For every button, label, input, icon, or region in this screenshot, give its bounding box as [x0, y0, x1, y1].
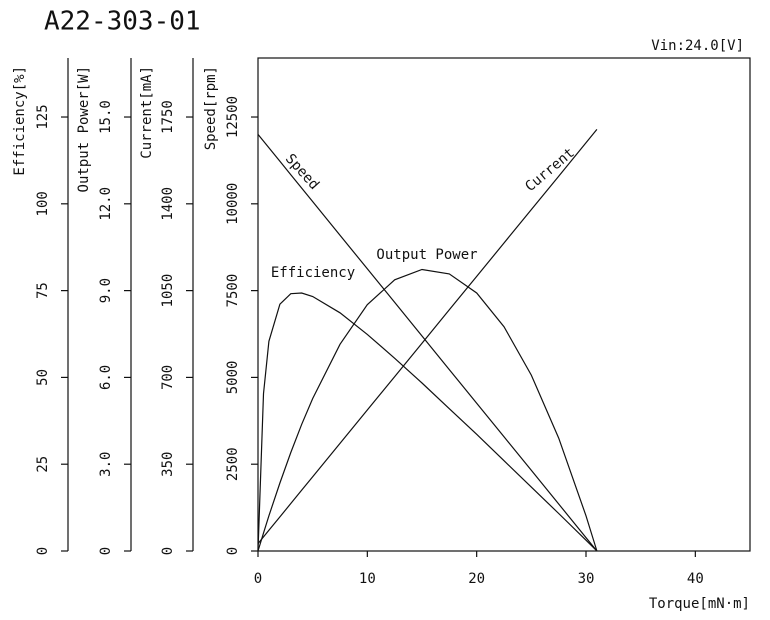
- y-tick-label: 3.0: [98, 452, 114, 477]
- series-line: [257, 268, 598, 552]
- y-tick-label: 2500: [225, 447, 241, 481]
- y-axis-label: Output Power[W]: [76, 66, 92, 192]
- y-tick-label: 350: [160, 452, 176, 477]
- y-tick-label: 6.0: [98, 365, 114, 390]
- y-tick-label: 0: [225, 547, 241, 555]
- y-tick-label: 0: [35, 547, 51, 555]
- y-tick-label: 0: [160, 547, 176, 555]
- series-label: Output Power: [376, 247, 477, 263]
- plot-frame: [257, 57, 751, 552]
- y-tick-label: 12500: [225, 96, 241, 138]
- y-axis-label: Efficiency[%]: [12, 66, 28, 176]
- series-line: [257, 129, 598, 544]
- series-line: [257, 292, 598, 552]
- y-tick-label: 12.0: [98, 187, 114, 221]
- x-axis-label: Torque[mN·m]: [649, 596, 750, 612]
- chart-subtitle: Vin:24.0[V]: [651, 38, 744, 54]
- y-tick-label: 0: [98, 547, 114, 555]
- x-tick-label: 20: [468, 571, 485, 587]
- y-tick-label: 7500: [225, 274, 241, 308]
- y-tick-label: 5000: [225, 361, 241, 395]
- series-label: Efficiency: [271, 265, 355, 281]
- chart-title: A22-303-01: [44, 7, 201, 37]
- y-tick-label: 1050: [160, 274, 176, 308]
- y-tick-label: 1750: [160, 100, 176, 134]
- y-tick-label: 700: [160, 365, 176, 390]
- y-axis-label: Current[mA]: [139, 66, 155, 159]
- y-axis-label: Speed[rpm]: [203, 66, 219, 150]
- y-tick-label: 25: [35, 456, 51, 473]
- y-tick-label: 9.0: [98, 278, 114, 303]
- y-tick-label: 75: [35, 282, 51, 299]
- y-tick-label: 100: [35, 191, 51, 216]
- x-tick-label: 0: [254, 571, 262, 587]
- x-tick-label: 10: [359, 571, 376, 587]
- y-tick-label: 15.0: [98, 100, 114, 134]
- y-tick-label: 1400: [160, 187, 176, 221]
- y-tick-label: 10000: [225, 183, 241, 225]
- y-tick-label: 50: [35, 369, 51, 386]
- x-tick-label: 40: [687, 571, 704, 587]
- series-line: [257, 134, 598, 552]
- y-tick-label: 125: [35, 104, 51, 129]
- x-tick-label: 30: [578, 571, 595, 587]
